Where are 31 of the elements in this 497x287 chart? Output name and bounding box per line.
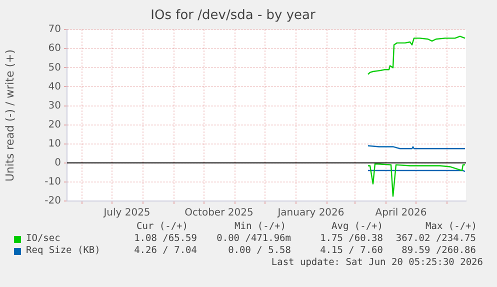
y-tick-label: 60	[48, 43, 61, 54]
text: 89.59 /260.86	[402, 245, 476, 257]
y-axis-title: Units read (-) / write (+)	[4, 48, 16, 184]
text: Avg (-/+)	[332, 221, 383, 233]
y-tick-label: 20	[48, 119, 61, 130]
x-tick-label: July 2025	[102, 208, 150, 219]
x-tick-label: January 2026	[276, 208, 344, 219]
text: 0.00 /471.96m	[216, 233, 291, 245]
text: Max (-/+)	[426, 221, 477, 233]
y-tick-label: -20	[44, 196, 61, 207]
y-tick-label: -10	[44, 176, 61, 188]
y-tick-label: 30	[48, 100, 61, 112]
text: Min (-/+)	[234, 221, 286, 233]
legend-label: Req Size (KB)	[26, 245, 100, 257]
text: Cur (-/+)	[136, 221, 188, 233]
y-tick-label: 0	[54, 158, 61, 169]
chart-title: IOs for /dev/sda - by year	[150, 8, 316, 24]
x-tick-label: April 2026	[375, 208, 427, 219]
legend-label: IO/sec	[26, 233, 60, 245]
y-tick-label: 40	[48, 81, 61, 92]
text: 4.26 / 7.04	[134, 245, 197, 257]
text: 367.02 /234.75	[396, 233, 476, 245]
text: 0.00 / 5.58	[228, 245, 291, 257]
y-tick-label: 70	[48, 24, 61, 36]
y-tick-label: 10	[48, 138, 61, 150]
text: 1.75 /60.38	[320, 233, 383, 245]
text: Last update: Sat Jun 20 05:25:30 2026	[271, 257, 483, 269]
text: 1.08 /65.59	[134, 233, 197, 245]
x-tick-label: October 2025	[184, 208, 254, 219]
text: 4.15 / 7.60	[320, 245, 383, 257]
y-tick-label: 50	[48, 62, 61, 74]
